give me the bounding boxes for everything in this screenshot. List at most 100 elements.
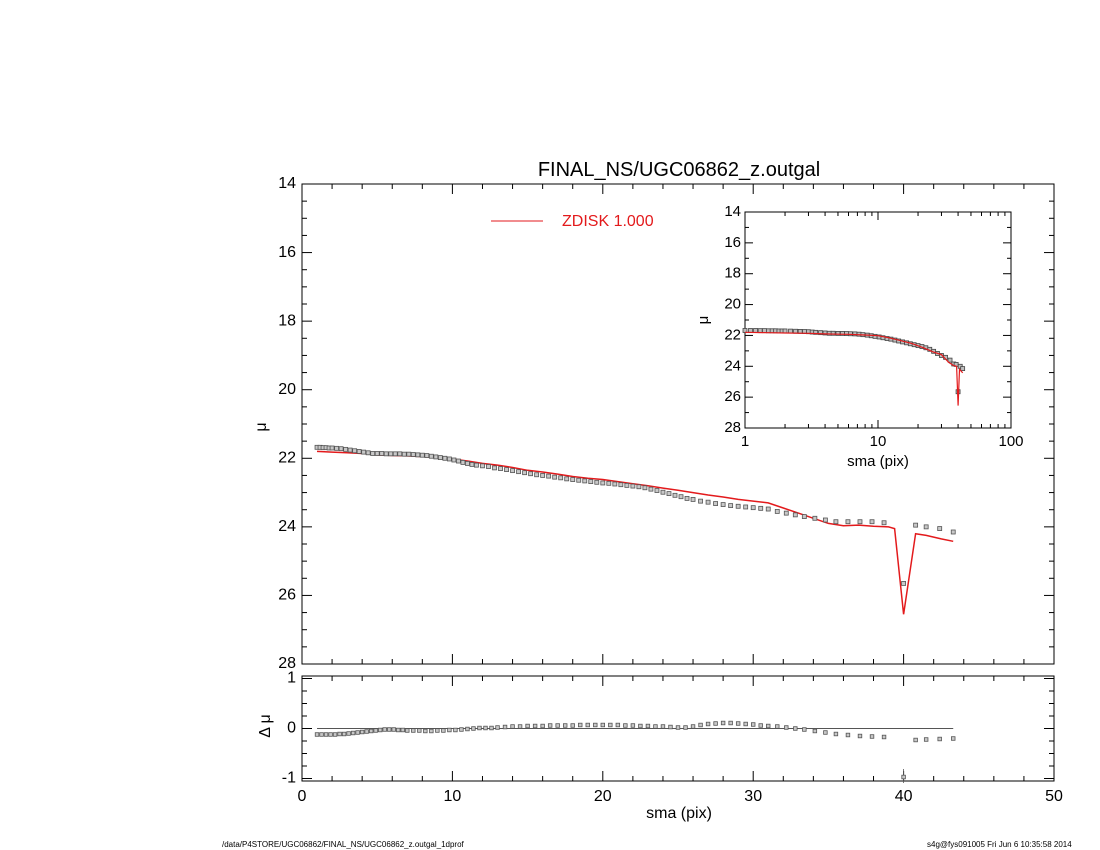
residual-point bbox=[937, 736, 942, 742]
residual-point bbox=[720, 720, 726, 726]
data-point bbox=[684, 495, 690, 501]
data-point bbox=[705, 499, 711, 505]
data-point bbox=[950, 529, 956, 535]
data-point bbox=[881, 520, 887, 526]
data-point bbox=[913, 522, 919, 528]
data-point bbox=[576, 477, 582, 483]
data-point bbox=[528, 471, 534, 477]
residual-panel: 0 10 20 30 40 50-101 Δ μ sma (pix) bbox=[257, 670, 1063, 822]
data-point bbox=[397, 451, 403, 457]
residual-point bbox=[784, 725, 789, 730]
data-point bbox=[869, 519, 875, 525]
residual-point bbox=[600, 722, 605, 728]
data-point bbox=[546, 473, 552, 479]
data-point bbox=[624, 482, 630, 488]
residual-point bbox=[593, 722, 598, 728]
residual-point bbox=[690, 724, 696, 729]
inset-data-point bbox=[782, 328, 788, 334]
inset-data-point bbox=[947, 357, 953, 363]
data-point bbox=[343, 446, 349, 452]
residual-point bbox=[812, 728, 818, 734]
residual-point bbox=[341, 731, 347, 737]
main-y-tick-label: 14 bbox=[278, 175, 296, 192]
residual-point bbox=[355, 730, 360, 735]
residual-point bbox=[447, 727, 452, 733]
residual-point bbox=[382, 727, 387, 732]
data-point bbox=[442, 455, 448, 461]
data-point bbox=[540, 473, 546, 478]
data-point bbox=[937, 526, 943, 531]
data-point bbox=[642, 485, 648, 491]
residual-point bbox=[328, 732, 333, 737]
data-point bbox=[356, 449, 362, 454]
residual-point bbox=[387, 727, 392, 732]
inset-model-line bbox=[744, 331, 964, 406]
residual-point bbox=[337, 731, 342, 737]
inset-log-panel: 1 10 100 14 16 18 20 22 24 26 28 μ sma (pix) bbox=[695, 203, 1024, 470]
residual-point bbox=[901, 774, 906, 780]
data-point bbox=[758, 505, 764, 511]
data-point bbox=[901, 581, 906, 586]
residual-point bbox=[465, 726, 470, 732]
inset-y-tick-label: 14 bbox=[724, 203, 741, 220]
residual-point bbox=[350, 730, 356, 736]
data-point bbox=[365, 450, 371, 456]
residual-point bbox=[435, 728, 440, 733]
data-point bbox=[451, 457, 457, 463]
data-point bbox=[334, 445, 339, 451]
footer-timestamp: s4g@fys091005 Fri Jun 6 10:35:58 2014 bbox=[927, 840, 1072, 849]
data-point bbox=[735, 503, 741, 509]
data-point bbox=[660, 489, 666, 495]
inset-x-tick-label: 1 bbox=[741, 433, 749, 450]
residual-point bbox=[585, 722, 590, 728]
residual-point bbox=[483, 725, 488, 731]
residual-point bbox=[555, 723, 560, 728]
data-point bbox=[720, 502, 726, 507]
data-point bbox=[522, 470, 527, 476]
main-profile-panel: 14 16 18 20 22 24 26 28 μ ZDISK 1.000 bbox=[253, 175, 1055, 672]
residual-point bbox=[653, 724, 658, 729]
data-point bbox=[678, 494, 684, 500]
data-point bbox=[338, 446, 344, 452]
data-point bbox=[923, 524, 929, 530]
residual-point bbox=[735, 721, 741, 726]
residual-point bbox=[453, 727, 458, 733]
residual-point bbox=[578, 722, 583, 728]
data-point bbox=[437, 455, 443, 461]
data-point bbox=[812, 515, 818, 521]
data-point bbox=[480, 463, 485, 469]
data-point bbox=[648, 486, 654, 492]
inset-x-tick-label: 100 bbox=[998, 433, 1023, 450]
inset-x-tick-label: 10 bbox=[870, 433, 887, 450]
residual-point bbox=[323, 732, 329, 737]
residual-point bbox=[346, 731, 351, 736]
data-point bbox=[534, 472, 540, 478]
data-point bbox=[606, 480, 612, 486]
inset-y-tick-label: 18 bbox=[724, 265, 741, 282]
x-tick-label: 10 bbox=[444, 788, 462, 805]
data-point bbox=[558, 475, 564, 481]
data-point bbox=[498, 466, 503, 471]
residual-point bbox=[489, 725, 494, 731]
residual-point bbox=[570, 723, 575, 728]
data-point bbox=[469, 462, 475, 467]
data-point bbox=[516, 469, 521, 475]
main-y-tick-label: 18 bbox=[278, 312, 296, 329]
residual-point bbox=[378, 727, 383, 733]
residual-point bbox=[510, 724, 515, 729]
x-tick-label: 40 bbox=[895, 788, 913, 805]
residual-point bbox=[630, 723, 636, 728]
inset-y-tick-label: 26 bbox=[724, 388, 741, 405]
residual-point bbox=[833, 731, 839, 737]
data-point bbox=[361, 449, 367, 455]
inset-y-tick-label: 16 bbox=[724, 234, 741, 251]
residual-point bbox=[540, 723, 545, 729]
main-y-tick-label: 24 bbox=[278, 518, 296, 535]
residual-point bbox=[615, 722, 621, 728]
data-point bbox=[654, 488, 660, 493]
main-y-axis-label: μ bbox=[253, 422, 270, 431]
residual-point bbox=[713, 721, 718, 726]
x-tick-label: 30 bbox=[744, 788, 762, 805]
data-point bbox=[492, 465, 497, 471]
residual-point bbox=[743, 721, 748, 727]
